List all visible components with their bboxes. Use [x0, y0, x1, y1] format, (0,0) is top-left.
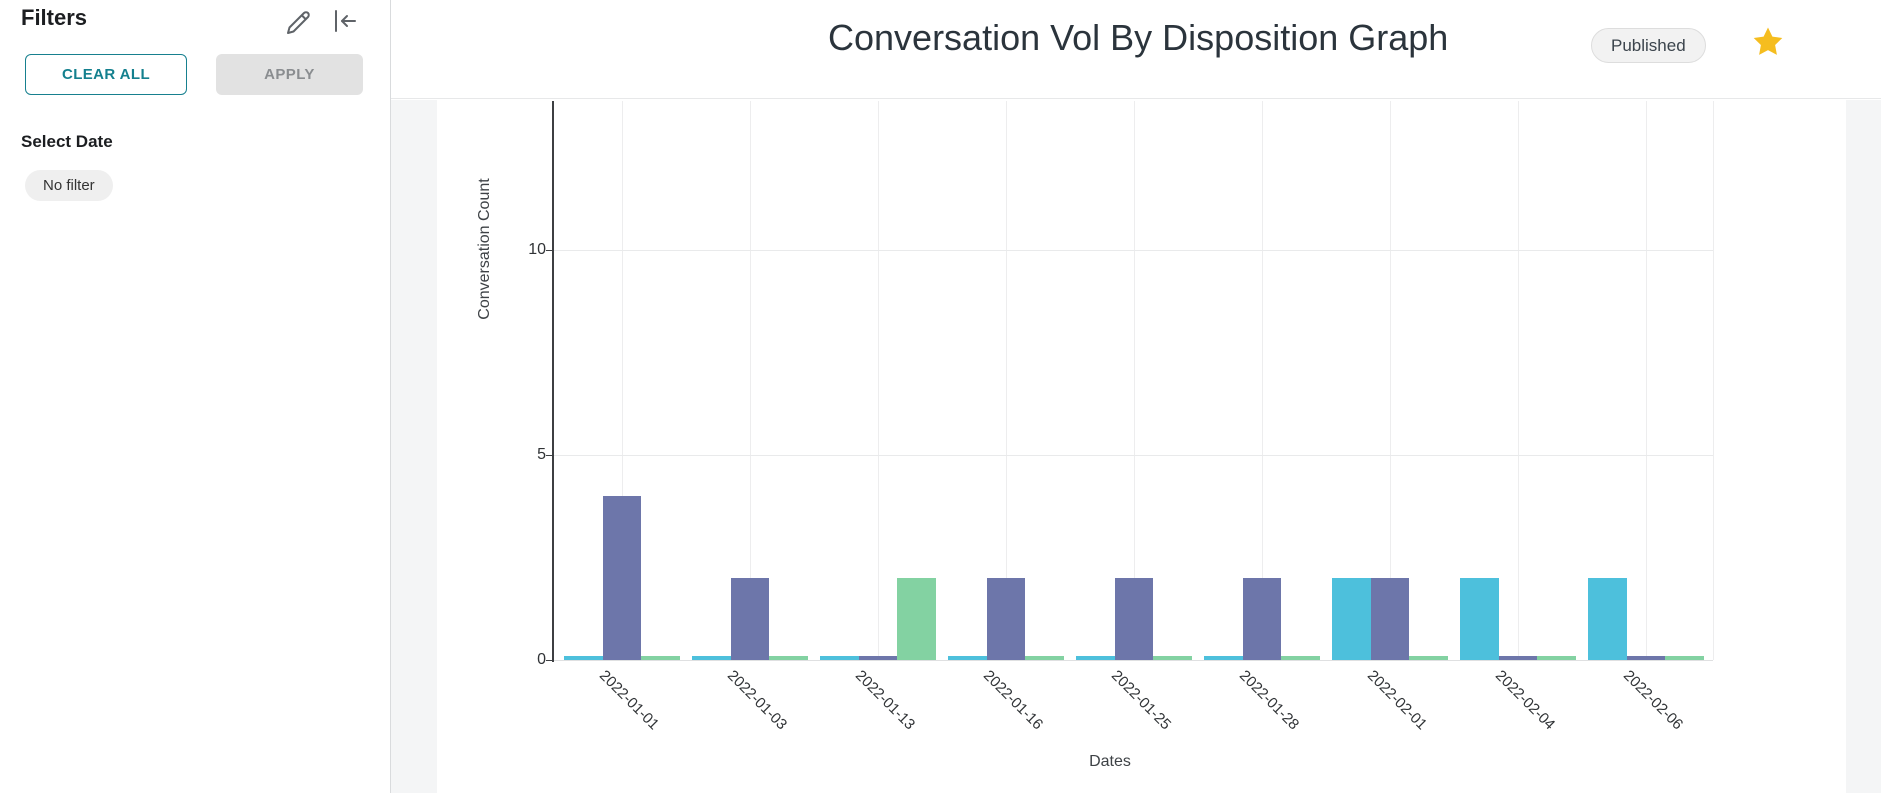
bar-green-series-2022-01-16[interactable] — [1025, 656, 1064, 660]
bar-green-series-2022-01-01[interactable] — [641, 656, 680, 660]
bar-green-series-2022-01-28[interactable] — [1281, 656, 1320, 660]
bar-green-series-2022-02-04[interactable] — [1537, 656, 1576, 660]
status-badge: Published — [1591, 28, 1706, 63]
page-header: Conversation Vol By Disposition Graph Pu… — [391, 0, 1881, 99]
bar-blue-series-2022-01-13[interactable] — [820, 656, 859, 660]
edit-filters-icon[interactable] — [283, 7, 314, 38]
bar-green-series-2022-02-01[interactable] — [1409, 656, 1448, 660]
bar-green-series-2022-01-25[interactable] — [1153, 656, 1192, 660]
bar-blue-series-2022-01-01[interactable] — [564, 656, 603, 660]
bar-purple-series-2022-01-03[interactable] — [730, 578, 770, 660]
select-date-label: Select Date — [21, 132, 113, 151]
bar-blue-series-2022-02-01[interactable] — [1332, 578, 1371, 660]
bar-purple-series-2022-01-01[interactable] — [602, 496, 642, 660]
page-title: Conversation Vol By Disposition Graph — [828, 17, 1449, 58]
clear-all-button[interactable]: CLEAR ALL — [25, 54, 187, 95]
bar-blue-series-2022-02-06[interactable] — [1588, 578, 1627, 660]
bar-blue-series-2022-01-03[interactable] — [692, 656, 731, 660]
bar-purple-series-2022-01-13[interactable] — [858, 656, 898, 660]
collapse-sidebar-icon[interactable] — [330, 8, 358, 34]
apply-button[interactable]: APPLY — [216, 54, 363, 95]
bar-purple-series-2022-02-06[interactable] — [1626, 656, 1666, 660]
filters-title: Filters — [21, 5, 88, 30]
bar-green-series-2022-01-03[interactable] — [769, 656, 808, 660]
bar-purple-series-2022-01-28[interactable] — [1242, 578, 1282, 660]
bar-purple-series-2022-02-04[interactable] — [1498, 656, 1538, 660]
bar-blue-series-2022-02-04[interactable] — [1460, 578, 1499, 660]
bar-green-series-2022-01-13[interactable] — [897, 578, 936, 660]
bar-blue-series-2022-01-16[interactable] — [948, 656, 987, 660]
bar-green-series-2022-02-06[interactable] — [1665, 656, 1704, 660]
sidebar-divider — [390, 0, 391, 793]
bar-purple-series-2022-01-25[interactable] — [1114, 578, 1154, 660]
bar-purple-series-2022-01-16[interactable] — [986, 578, 1026, 660]
date-filter-chip[interactable]: No filter — [25, 170, 113, 201]
star-icon[interactable] — [1751, 25, 1785, 59]
bar-blue-series-2022-01-28[interactable] — [1204, 656, 1243, 660]
filters-sidebar: Filters CLEAR ALL APPLY Select Date No f… — [0, 0, 390, 793]
bar-purple-series-2022-02-01[interactable] — [1370, 578, 1410, 660]
chart-card — [437, 100, 1846, 793]
bar-blue-series-2022-01-25[interactable] — [1076, 656, 1115, 660]
